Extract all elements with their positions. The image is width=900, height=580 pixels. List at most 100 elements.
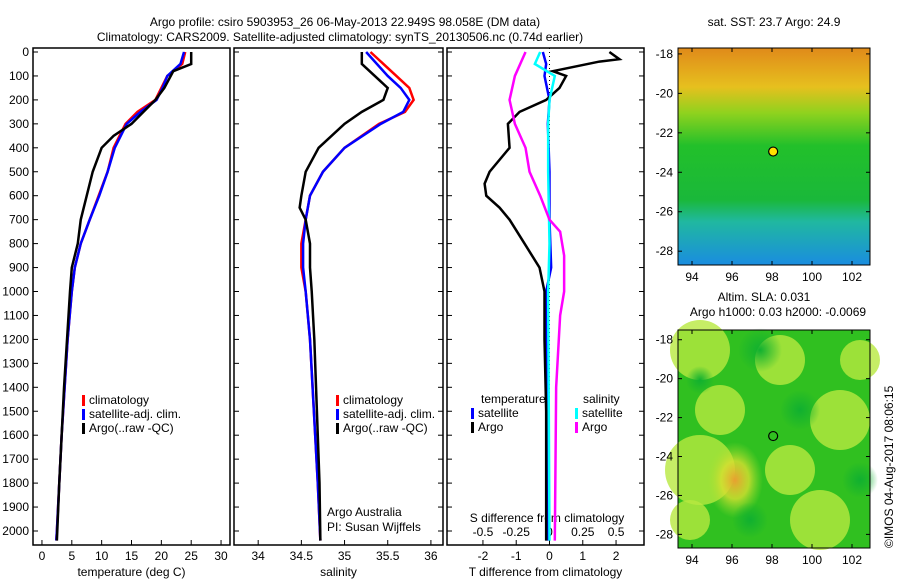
legend-label: climatology [343, 393, 403, 407]
diff-panel: -2 -1 0 1 2 T difference from climatology -0.5… [446, 47, 645, 579]
x-tick-label: 1 [579, 549, 586, 563]
x-tick-label: -2 [478, 549, 489, 563]
legend-swatch [575, 422, 578, 433]
map-frame [677, 329, 871, 549]
sla-blob [670, 320, 730, 380]
y-tick-label: 600 [9, 189, 29, 203]
x-tick-label: 35.5 [376, 549, 400, 563]
plot-frame [32, 47, 231, 546]
lat-tick-label: -24 [656, 450, 674, 464]
y-tick-label: 1700 [2, 452, 29, 466]
y-tick-label: 2000 [2, 524, 29, 538]
x-tick-label: -1 [511, 549, 522, 563]
lon-tick-label: 98 [765, 553, 779, 567]
x-tick-label: 0 [39, 549, 46, 563]
sla-blob [670, 500, 710, 540]
lat-tick-label: -24 [656, 165, 674, 179]
y-tick-label: 1500 [2, 404, 29, 418]
lat-tick-label: -22 [656, 411, 674, 425]
x-tick-label: 20 [155, 549, 169, 563]
legend-label: Argo [478, 420, 504, 434]
legend-swatch [575, 408, 578, 419]
legend-swatch [471, 422, 474, 433]
lon-tick-label: 94 [685, 553, 699, 567]
lat-tick-label: -28 [656, 244, 674, 258]
legend-label: Argo(..raw -QC) [343, 421, 428, 435]
legend-label: climatology [89, 393, 149, 407]
y-tick-label: 1100 [3, 308, 29, 322]
series-line-argo-raw-qc- [55, 52, 193, 541]
sla-blob [686, 366, 714, 394]
sal-panel: 34 34.5 35 35.5 36 salinity climatologysatelli… [233, 47, 444, 579]
x-tick-label: 34 [252, 549, 266, 563]
y-tick-label: 1400 [2, 380, 29, 394]
title-line-1: Argo profile: csiro 5903953_26 06-May-20… [150, 15, 540, 29]
legend-swatch [336, 409, 339, 420]
sst-map: 94 96 98 100 102 -18 -20 -22 -24 -26 -28 sat. SST: … [656, 15, 871, 284]
series-line-s-satellite [533, 51, 557, 541]
y-tick-label: 100 [9, 69, 29, 83]
lon-tick-label: 100 [802, 270, 822, 284]
x-tick-label: 35 [338, 549, 352, 563]
lon-tick-label: 102 [842, 270, 862, 284]
y-tick-label: 800 [9, 237, 29, 251]
legend-label: satellite [582, 406, 623, 420]
map-title: Altim. SLA: 0.031 [718, 290, 811, 304]
sla-blob [732, 502, 768, 538]
y-tick-label: 1600 [2, 428, 29, 442]
series-line-satellite-adj-clim- [301, 51, 411, 541]
y-tick-label: 1300 [2, 356, 29, 370]
x-tick-label: 15 [125, 549, 139, 563]
legend-swatch [336, 395, 339, 406]
sla-blob [707, 442, 763, 518]
legend-label: satellite-adj. clim. [343, 407, 435, 421]
sla-blob [840, 340, 880, 380]
legend-label: satellite-adj. clim. [89, 407, 181, 421]
sla-blob [765, 445, 815, 495]
lat-tick-label: -20 [656, 86, 674, 100]
lat-tick-label: -18 [656, 47, 674, 61]
x-tick-label: 25 [185, 549, 199, 563]
map-frame [677, 47, 871, 266]
y-tick-label: 0 [22, 45, 29, 59]
plot-frame [233, 47, 444, 546]
x-axis-label: T difference from climatology [469, 565, 623, 579]
x2-tick-label: 0.25 [571, 525, 595, 539]
x-tick-label: 34.5 [290, 549, 314, 563]
x-axis-label: temperature (deg C) [77, 565, 185, 579]
lon-tick-label: 96 [725, 270, 739, 284]
x-axis-label: salinity [320, 565, 357, 579]
x-tick-label: 5 [68, 549, 75, 563]
lon-tick-label: 94 [685, 270, 699, 284]
legend-title-salinity: salinity [583, 392, 620, 406]
legend-swatch [336, 423, 339, 434]
y-tick-label: 1200 [2, 332, 29, 346]
lat-tick-label: -28 [656, 527, 674, 541]
sla-blob [695, 385, 745, 435]
legend-swatch [82, 423, 85, 434]
y-tick-label: 1000 [2, 285, 29, 299]
y-tick-label: 900 [9, 261, 29, 275]
argo-float-marker [768, 146, 779, 157]
x-tick-label: 30 [214, 549, 228, 563]
map-subtitle: Argo h1000: 0.03 h2000: -0.0069 [690, 305, 866, 319]
sla-blob [738, 328, 782, 372]
y-tick-label: 300 [9, 117, 29, 131]
legend-label: Argo [582, 420, 608, 434]
argo-float-marker [768, 430, 779, 442]
x-tick-label: 0 [546, 549, 553, 563]
sla-blob [842, 462, 878, 498]
series-line-s-argo [508, 51, 566, 541]
lat-tick-label: -18 [656, 333, 674, 347]
y-tick-label: 200 [9, 93, 29, 107]
series-line-t-argo [483, 50, 623, 541]
sla-blob [810, 390, 870, 450]
x-tick-label: 10 [95, 549, 109, 563]
lat-tick-label: -26 [656, 488, 674, 502]
lon-tick-label: 98 [765, 270, 779, 284]
lon-tick-label: 100 [802, 553, 822, 567]
sla-map: 94 96 98 100 102 -18 -20 -22 -24 -26 -28 Altim. SLA… [656, 290, 880, 567]
y-tick-label: 400 [9, 141, 29, 155]
